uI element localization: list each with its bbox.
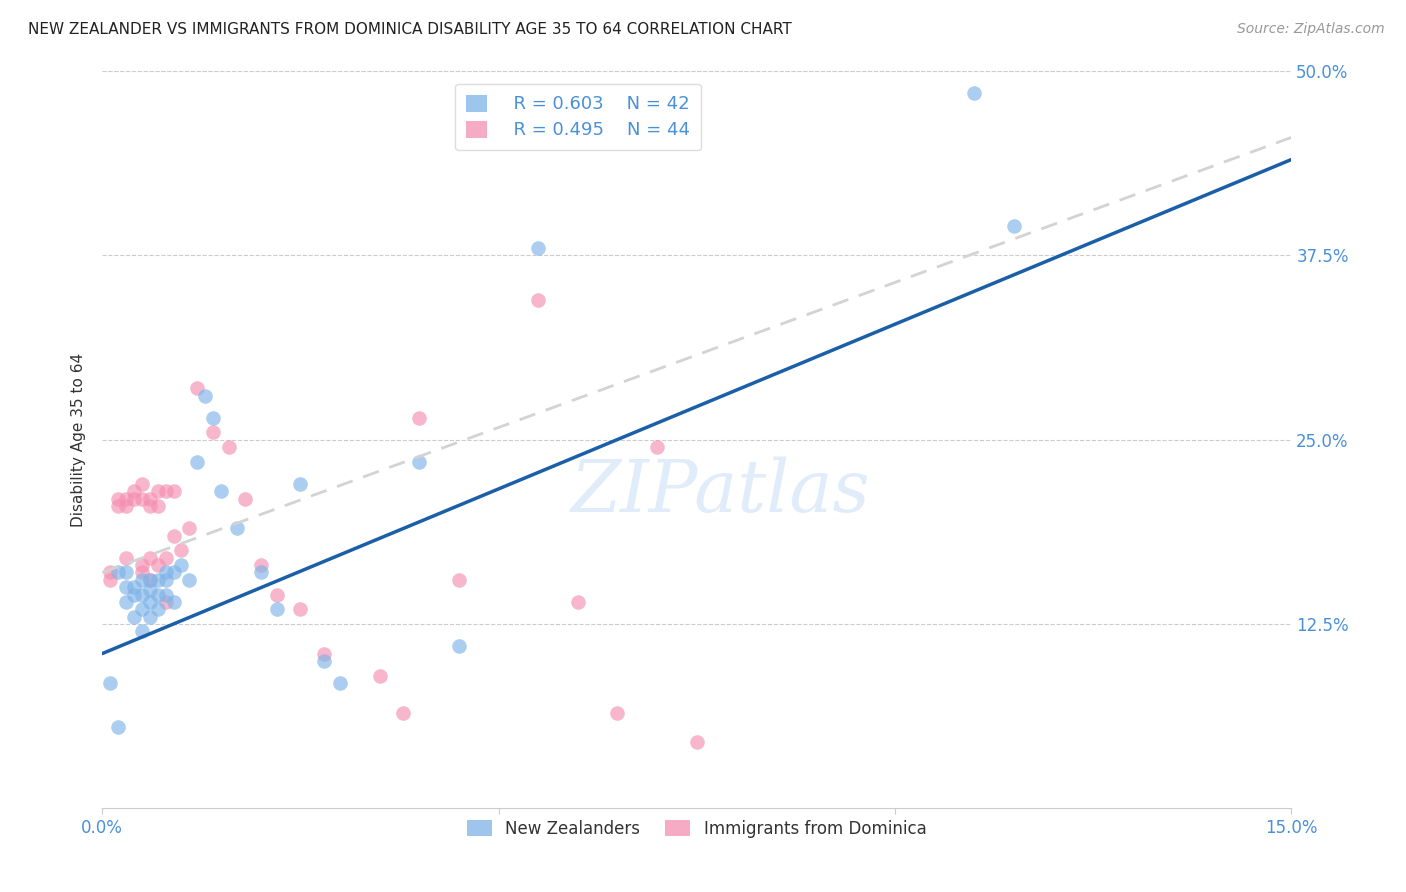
Point <box>131 602 153 616</box>
Point <box>447 639 470 653</box>
Point <box>131 477 153 491</box>
Point <box>98 566 121 580</box>
Point <box>139 583 162 598</box>
Point <box>314 654 336 668</box>
Text: Source: ZipAtlas.com: Source: ZipAtlas.com <box>1237 22 1385 37</box>
Point <box>122 484 145 499</box>
Point <box>139 573 162 587</box>
Point <box>155 595 177 609</box>
Point <box>249 558 271 573</box>
Point <box>122 491 145 506</box>
Point <box>392 706 415 720</box>
Point <box>146 602 169 616</box>
Y-axis label: Disability Age 35 to 64: Disability Age 35 to 64 <box>72 352 86 527</box>
Point <box>115 550 138 565</box>
Point <box>162 595 184 609</box>
Point <box>179 573 201 587</box>
Point <box>107 566 129 580</box>
Point <box>170 543 193 558</box>
Point <box>963 86 986 100</box>
Point <box>146 499 169 513</box>
Point <box>146 558 169 573</box>
Point <box>155 484 177 499</box>
Point <box>368 669 391 683</box>
Point <box>122 609 145 624</box>
Point <box>131 573 153 587</box>
Point <box>131 588 153 602</box>
Point <box>329 676 352 690</box>
Point <box>186 381 208 395</box>
Point <box>155 573 177 587</box>
Point <box>155 550 177 565</box>
Point <box>408 455 430 469</box>
Point <box>194 388 217 402</box>
Point <box>186 455 208 469</box>
Point <box>408 410 430 425</box>
Point <box>202 425 225 440</box>
Point <box>146 588 169 602</box>
Point <box>162 566 184 580</box>
Point <box>139 573 162 587</box>
Point <box>139 491 162 506</box>
Point <box>527 293 550 307</box>
Point <box>209 484 232 499</box>
Point <box>686 735 709 749</box>
Point <box>179 521 201 535</box>
Point <box>645 440 668 454</box>
Point <box>131 558 153 573</box>
Point <box>146 573 169 587</box>
Point <box>249 566 271 580</box>
Point <box>233 491 256 506</box>
Point <box>139 595 162 609</box>
Point <box>107 720 129 734</box>
Point <box>131 566 153 580</box>
Point <box>266 602 288 616</box>
Point <box>139 609 162 624</box>
Point <box>115 595 138 609</box>
Point <box>115 566 138 580</box>
Point <box>115 491 138 506</box>
Point <box>1002 219 1025 233</box>
Point <box>527 241 550 255</box>
Point <box>314 647 336 661</box>
Point <box>122 580 145 594</box>
Point <box>226 521 249 535</box>
Point <box>107 499 129 513</box>
Point <box>170 558 193 573</box>
Point <box>162 528 184 542</box>
Point <box>266 588 288 602</box>
Point <box>139 499 162 513</box>
Point <box>567 595 589 609</box>
Point <box>139 550 162 565</box>
Point <box>447 573 470 587</box>
Point <box>155 588 177 602</box>
Point <box>606 706 628 720</box>
Point <box>98 573 121 587</box>
Point <box>290 602 312 616</box>
Point <box>115 499 138 513</box>
Point <box>155 566 177 580</box>
Point <box>115 580 138 594</box>
Legend: New Zealanders, Immigrants from Dominica: New Zealanders, Immigrants from Dominica <box>460 813 934 845</box>
Point <box>98 676 121 690</box>
Point <box>162 484 184 499</box>
Text: ZIPatlas: ZIPatlas <box>571 456 870 526</box>
Point <box>290 477 312 491</box>
Point <box>122 588 145 602</box>
Point <box>146 484 169 499</box>
Point <box>107 491 129 506</box>
Point <box>131 624 153 639</box>
Point <box>202 410 225 425</box>
Point <box>131 491 153 506</box>
Text: NEW ZEALANDER VS IMMIGRANTS FROM DOMINICA DISABILITY AGE 35 TO 64 CORRELATION CH: NEW ZEALANDER VS IMMIGRANTS FROM DOMINIC… <box>28 22 792 37</box>
Point <box>218 440 240 454</box>
